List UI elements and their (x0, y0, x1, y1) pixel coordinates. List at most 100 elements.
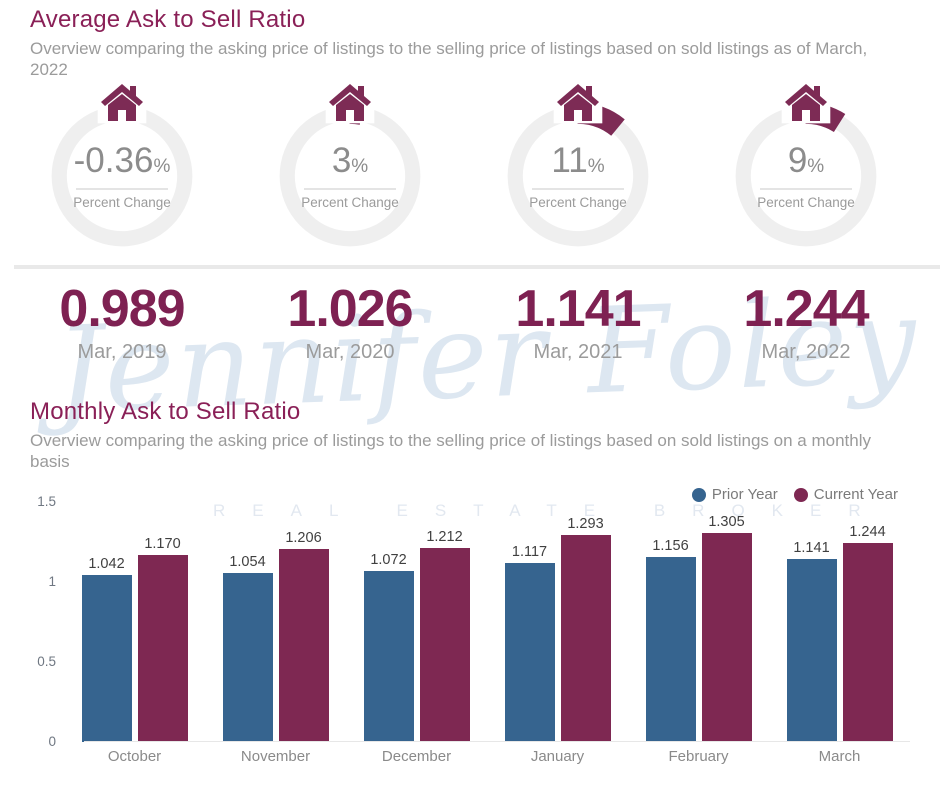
section1-header: Average Ask to Sell Ratio Overview compa… (0, 0, 940, 81)
gauge-readout: 3% Percent Change (269, 141, 431, 210)
bar-group-march: 1.141 1.244 (769, 502, 910, 742)
gauge-caption: Percent Change (757, 194, 855, 210)
gauge-divider (532, 187, 624, 190)
bar-value-label: 1.212 (426, 529, 463, 546)
metric-value: 0.989 (59, 279, 185, 338)
prior-year-swatch-icon (691, 487, 706, 502)
x-axis-label: January (530, 748, 585, 765)
current-year-bar[interactable] (842, 543, 893, 742)
bar-value-label: 1.156 (652, 538, 689, 554)
bar-column: 1.206 (278, 530, 329, 742)
monthly-ratio-bar-chart: Prior Year Current Year 1.5 1 0.5 0 1.04… (30, 486, 910, 771)
bar-value-label: 1.141 (793, 540, 830, 557)
gauge-divider (760, 187, 852, 190)
x-axis-label: December (381, 748, 452, 765)
x-axis-label: November (240, 748, 311, 765)
percent-change-gauge-2021: 11% Percent Change (497, 83, 659, 261)
prior-year-bar[interactable] (504, 563, 555, 742)
bar-value-label: 1.170 (144, 535, 181, 552)
section1-title: Average Ask to Sell Ratio (30, 6, 306, 33)
gauge-caption: Percent Change (529, 194, 627, 210)
house-icon (557, 83, 599, 121)
legend-label: Current Year (813, 486, 898, 503)
gauge-readout: -0.36% Percent Change (41, 141, 203, 210)
bar-value-label: 1.072 (370, 551, 407, 568)
gauge-caption: Percent Change (73, 194, 171, 210)
bar-value-label: 1.244 (849, 524, 886, 540)
bar-group-february: 1.156 1.305 (628, 502, 769, 742)
current-year-bar[interactable] (278, 549, 329, 742)
x-axis-label: October (107, 748, 162, 765)
bar-value-label: 1.054 (229, 554, 266, 571)
current-year-bar[interactable] (419, 548, 470, 742)
gauge-value: 9% (787, 140, 825, 180)
bar-column: 1.042 (81, 556, 132, 742)
x-axis-label: March (818, 748, 861, 765)
gauge-value: 11% (551, 140, 605, 180)
metric-label: Mar, 2020 (305, 340, 395, 363)
x-axis-line (84, 741, 910, 742)
y-axis-tick: 1.5 (37, 494, 56, 509)
legend-item-current-year[interactable]: Current Year (793, 486, 898, 503)
bar-group-december: 1.072 1.212 (346, 502, 487, 742)
gauges-row: -0.36% Percent Change (0, 83, 940, 261)
metric-value: 1.141 (515, 279, 641, 338)
current-year-swatch-icon (793, 487, 808, 502)
gauge-caption: Percent Change (301, 194, 399, 210)
metric-label: Mar, 2019 (77, 340, 167, 363)
metric-mar-2019: 0.989 Mar, 2019 (8, 279, 236, 364)
gauge-cell: -0.36% Percent Change (8, 83, 236, 261)
bar-value-label: 1.305 (708, 514, 745, 531)
prior-year-bar[interactable] (81, 575, 132, 742)
legend-label: Prior Year (711, 486, 778, 503)
metric-label: Mar, 2022 (761, 340, 851, 363)
current-year-bar[interactable] (560, 535, 611, 742)
prior-year-bar[interactable] (222, 573, 273, 742)
gauge-readout: 9% Percent Change (725, 141, 887, 210)
prior-year-bar[interactable] (363, 570, 414, 742)
bar-column: 1.305 (701, 514, 752, 742)
plot-area: 1.042 1.170 1.054 1.206 (64, 502, 910, 742)
chart-legend: Prior Year Current Year (691, 486, 898, 503)
house-icon (101, 83, 143, 121)
bar-column: 1.072 (363, 551, 414, 742)
y-axis-tick: 0.5 (37, 654, 56, 669)
section1-subtitle: Overview comparing the asking price of l… (30, 39, 868, 80)
bar-value-label: 1.206 (285, 530, 322, 546)
metric-value: 1.244 (743, 279, 869, 338)
prior-year-bar[interactable] (645, 557, 696, 742)
metric-mar-2022: 1.244 Mar, 2022 (692, 279, 920, 364)
gauge-readout: 11% Percent Change (497, 141, 659, 210)
bar-column: 1.293 (560, 516, 611, 742)
gauge-divider (304, 187, 396, 190)
bar-column: 1.156 (645, 538, 696, 742)
gauge-value: 3% (331, 140, 369, 180)
prior-year-bar[interactable] (786, 559, 837, 742)
bar-column: 1.244 (842, 524, 893, 742)
metric-value: 1.026 (287, 279, 413, 338)
gauge-value: -0.36% (73, 140, 171, 180)
gauge-cell: 11% Percent Change (464, 83, 692, 261)
bar-value-label: 1.293 (567, 516, 604, 533)
legend-item-prior-year[interactable]: Prior Year (691, 486, 778, 503)
section-divider (14, 264, 940, 269)
current-year-bar[interactable] (701, 533, 752, 742)
house-icon (329, 83, 371, 121)
bar-group-january: 1.117 1.293 (487, 502, 628, 742)
section2-title: Monthly Ask to Sell Ratio (30, 397, 301, 425)
bar-value-label: 1.042 (88, 556, 125, 573)
gauge-cell: 9% Percent Change (692, 83, 920, 261)
y-axis-tick: 1 (48, 574, 56, 589)
section2-subtitle: Overview comparing the asking price of l… (30, 430, 871, 471)
section2-header: Monthly Ask to Sell Ratio Overview compa… (0, 364, 940, 473)
percent-change-gauge-2020: 3% Percent Change (269, 83, 431, 261)
percent-change-gauge-2019: -0.36% Percent Change (41, 83, 203, 261)
gauge-cell: 3% Percent Change (236, 83, 464, 261)
bar-group-november: 1.054 1.206 (205, 502, 346, 742)
current-year-bar[interactable] (137, 554, 188, 742)
x-axis-label: February (668, 748, 729, 765)
bar-column: 1.212 (419, 529, 470, 742)
x-axis-labels: October November December January Februa… (64, 748, 910, 765)
bar-column: 1.054 (222, 554, 273, 742)
